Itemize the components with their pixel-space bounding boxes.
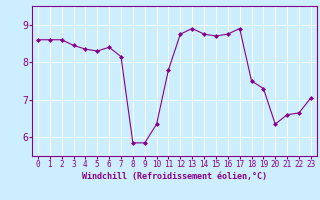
X-axis label: Windchill (Refroidissement éolien,°C): Windchill (Refroidissement éolien,°C) [82, 172, 267, 181]
